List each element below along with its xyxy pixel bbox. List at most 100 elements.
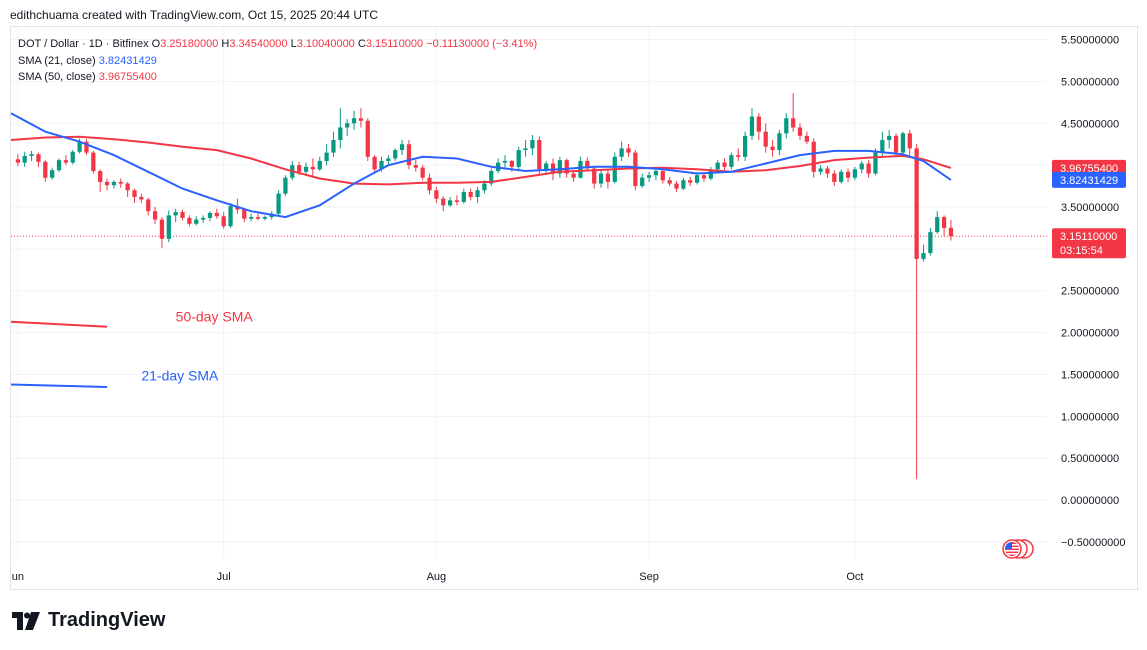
candle-body	[345, 123, 350, 128]
candle	[585, 157, 590, 172]
candle-body	[859, 163, 864, 170]
candle-body	[365, 120, 370, 157]
price-axis-label: 0.00000000	[1061, 495, 1119, 507]
legend-sma50-value: 3.96755400	[98, 71, 157, 83]
candle	[941, 215, 947, 237]
candle-body	[214, 212, 219, 217]
candle-body	[907, 133, 912, 149]
tradingview-logo[interactable]: TradingView	[12, 609, 165, 632]
candle-body	[166, 215, 171, 239]
chart-grid	[11, 27, 1047, 557]
legend-sma50-row[interactable]: SMA (50, close) 3.96755400	[18, 69, 537, 86]
candle-body	[475, 190, 480, 197]
candle	[441, 196, 446, 212]
price-axis-label: 2.50000000	[1061, 286, 1119, 298]
flag-icon[interactable]	[1002, 539, 1034, 559]
candle-body	[303, 166, 309, 172]
candle	[557, 156, 563, 178]
candle	[873, 148, 878, 176]
candle-body	[386, 158, 391, 161]
candle	[674, 181, 679, 192]
candle	[681, 177, 686, 191]
legend-sma21-row[interactable]: SMA (21, close) 3.82431429	[18, 53, 537, 70]
annotation-lines	[10, 320, 108, 389]
candle-body	[249, 217, 254, 219]
candle	[276, 190, 281, 216]
candle	[468, 188, 473, 201]
candle-body	[159, 219, 165, 239]
candle-body	[482, 183, 487, 191]
candle-body	[523, 148, 528, 151]
candle-body	[104, 181, 110, 186]
candle-body	[379, 160, 384, 170]
candle	[688, 176, 693, 187]
candle-body	[132, 190, 137, 197]
candle-body	[681, 180, 686, 189]
candle	[612, 152, 617, 184]
candle-body	[585, 160, 590, 169]
candle	[84, 139, 89, 156]
candle-body	[688, 180, 693, 183]
candle	[777, 129, 782, 156]
candle-body	[118, 181, 123, 184]
candle	[598, 169, 604, 188]
candle-body	[441, 198, 446, 206]
candle	[125, 181, 130, 197]
last-price-tag-background	[1052, 228, 1126, 259]
candle	[132, 188, 137, 203]
price-axis-label: 5.00000000	[1061, 76, 1119, 88]
candle-body	[228, 206, 233, 227]
candle-body	[77, 141, 82, 152]
candle-body	[372, 156, 377, 170]
candle	[928, 227, 933, 256]
candle	[900, 131, 906, 156]
candle-body	[832, 173, 837, 182]
candle	[852, 166, 858, 181]
candle	[207, 211, 213, 222]
legend-low-value: 3.10040000	[296, 38, 355, 50]
candle-body	[756, 116, 761, 132]
candle	[98, 169, 103, 192]
candle-body	[839, 171, 844, 182]
candle	[331, 131, 336, 157]
sma21-line	[10, 112, 952, 219]
candle-body	[653, 171, 659, 176]
candle-body	[262, 217, 267, 219]
candle	[310, 158, 316, 178]
candle	[804, 131, 809, 145]
time-axis-label: Aug	[427, 571, 447, 583]
candle	[56, 158, 62, 172]
candle	[393, 148, 398, 161]
candle	[797, 123, 803, 141]
candle	[159, 217, 165, 249]
candle	[351, 110, 357, 130]
candle-body	[763, 131, 768, 147]
time-axis-label: Sep	[639, 571, 659, 583]
candle-body	[845, 171, 851, 178]
candle-body	[770, 146, 775, 151]
price-axis-label: 1.50000000	[1061, 369, 1119, 381]
candle	[633, 150, 638, 191]
chart-frame[interactable]	[10, 26, 1138, 590]
candle-body	[70, 151, 75, 163]
candle	[866, 160, 871, 178]
candle	[784, 113, 789, 139]
candle-body	[619, 148, 624, 157]
last-price-tag: 3.15110000 03:15:54	[1052, 228, 1126, 259]
legend-symbol[interactable]: DOT / Dollar · 1D · Bitfinex	[18, 38, 149, 50]
candle	[111, 180, 117, 189]
price-chart[interactable]: 50-day SMA 21-day SMA 5.50000000 5.000000…	[0, 0, 1147, 600]
candle-body	[729, 155, 734, 167]
candles	[15, 93, 954, 480]
candle	[221, 212, 226, 229]
candle-body	[84, 141, 89, 153]
candle	[763, 123, 768, 153]
legend-open-value: 3.25180000	[160, 38, 219, 50]
candle-body	[557, 160, 563, 174]
candle-body	[36, 154, 41, 162]
candle	[427, 173, 432, 195]
candle	[22, 151, 27, 167]
candle-body	[310, 166, 316, 170]
candle-body	[701, 175, 707, 179]
candle-body	[221, 216, 226, 227]
